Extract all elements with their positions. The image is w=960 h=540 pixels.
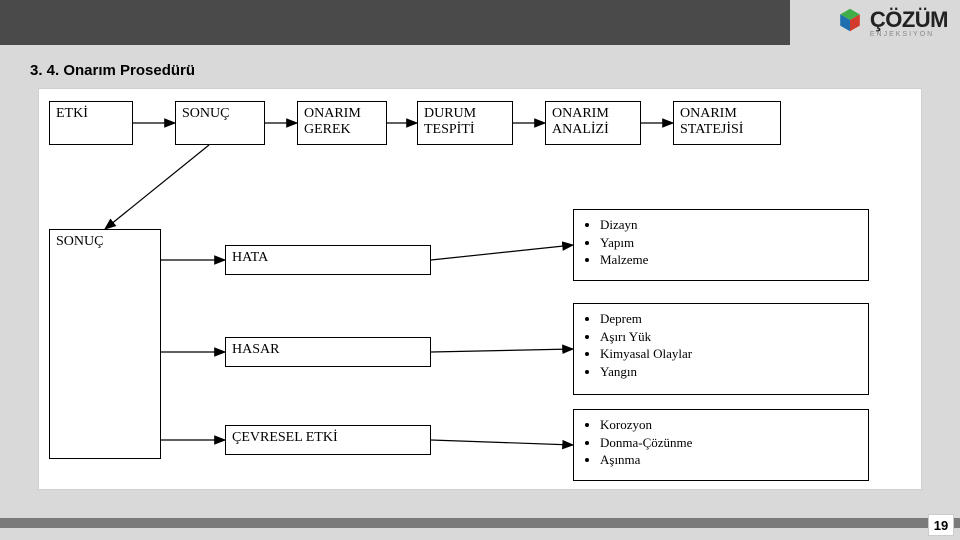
node-cevre: ÇEVRESEL ETKİ [225,425,431,455]
detail-item: Yapım [600,234,858,252]
node-label: SONUÇ [182,106,258,122]
node-onarim_gerek: ONARIMGEREK [297,101,387,145]
node-sonuc2: SONUÇ [49,229,161,459]
brand-text-wrap: ÇÖZÜM ENJEKSIYON [870,7,948,38]
detail-item: Aşınma [600,451,858,469]
node-label: ANALİZİ [552,122,634,138]
brand-name: ÇÖZÜM [870,7,948,32]
footer-bar [0,518,960,528]
detail-list: KorozyonDonma-ÇözünmeAşınma [600,416,858,469]
node-label: ETKİ [56,106,126,122]
node-label: ONARIM [680,106,774,122]
detail-item: Korozyon [600,416,858,434]
node-hata: HATA [225,245,431,275]
detail-list: DizaynYapımMalzeme [600,216,858,269]
node-label: DURUM [424,106,506,122]
node-label: STATEJİSİ [680,122,774,138]
node-label: SONUÇ [56,234,154,250]
section-title: 3. 4. Onarım Prosedürü [30,62,195,79]
detail-item: Aşırı Yük [600,328,858,346]
arrow [431,245,573,260]
arrow [105,145,209,229]
flowchart-canvas: ETKİSONUÇONARIMGEREKDURUMTESPİTİONARIMAN… [38,88,922,490]
detail-d1: DizaynYapımMalzeme [573,209,869,281]
node-label: HASAR [232,342,424,358]
detail-d3: KorozyonDonma-ÇözünmeAşınma [573,409,869,481]
node-hasar: HASAR [225,337,431,367]
cube-icon [836,6,864,39]
arrow [431,440,573,445]
brand-sub: ENJEKSIYON [870,31,948,38]
detail-item: Dizayn [600,216,858,234]
node-analiz: ONARIMANALİZİ [545,101,641,145]
detail-item: Deprem [600,310,858,328]
detail-item: Kimyasal Olaylar [600,345,858,363]
detail-list: DepremAşırı YükKimyasal OlaylarYangın [600,310,858,380]
node-durum: DURUMTESPİTİ [417,101,513,145]
node-label: HATA [232,250,424,266]
node-sonuc1: SONUÇ [175,101,265,145]
node-label: GEREK [304,122,380,138]
detail-item: Donma-Çözünme [600,434,858,452]
detail-d2: DepremAşırı YükKimyasal OlaylarYangın [573,303,869,395]
arrow [431,349,573,352]
header-bar [0,0,790,45]
node-label: ONARIM [552,106,634,122]
node-label: ONARIM [304,106,380,122]
detail-item: Yangın [600,363,858,381]
detail-item: Malzeme [600,251,858,269]
node-label: TESPİTİ [424,122,506,138]
node-label: ÇEVRESEL ETKİ [232,430,424,446]
slide: ÇÖZÜM ENJEKSIYON 3. 4. Onarım Prosedürü … [0,0,960,540]
brand-logo: ÇÖZÜM ENJEKSIYON [836,6,948,39]
node-etki: ETKİ [49,101,133,145]
node-strateji: ONARIMSTATEJİSİ [673,101,781,145]
page-number: 19 [928,514,954,536]
